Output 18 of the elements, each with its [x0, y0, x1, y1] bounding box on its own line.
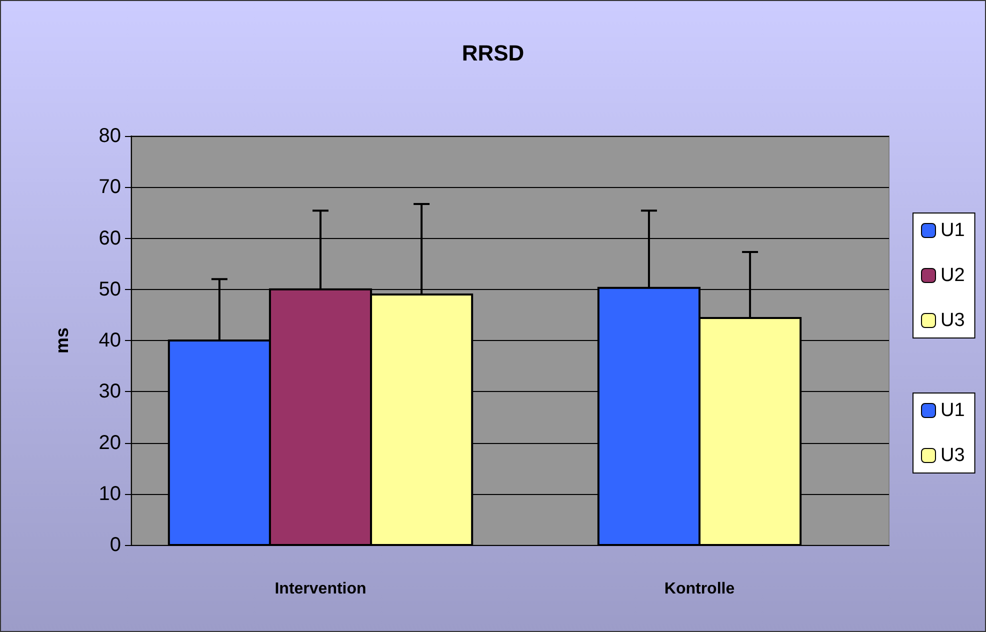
legend-label: U3 [940, 445, 965, 466]
y-tick-label: 40 [98, 330, 121, 352]
legend-label: U1 [940, 220, 965, 241]
legend-label: U2 [940, 265, 965, 286]
y-tick-label: 0 [110, 534, 121, 556]
y-axis-title: ms [52, 327, 72, 354]
legend-label: U3 [940, 310, 965, 331]
chart-title: RRSD [462, 40, 524, 66]
x-tick-label: Intervention [274, 580, 366, 598]
y-tick-label: 50 [98, 278, 121, 300]
legend-label: U1 [940, 400, 965, 421]
y-tick-label: 70 [98, 176, 121, 198]
y-tick-label: 80 [98, 125, 121, 147]
y-tick-label: 10 [98, 482, 121, 505]
x-tick-label: Kontrolle [664, 580, 735, 598]
y-tick-label: 60 [98, 227, 121, 250]
y-tick-label: 20 [98, 432, 121, 454]
y-tick-label: 30 [98, 380, 121, 403]
